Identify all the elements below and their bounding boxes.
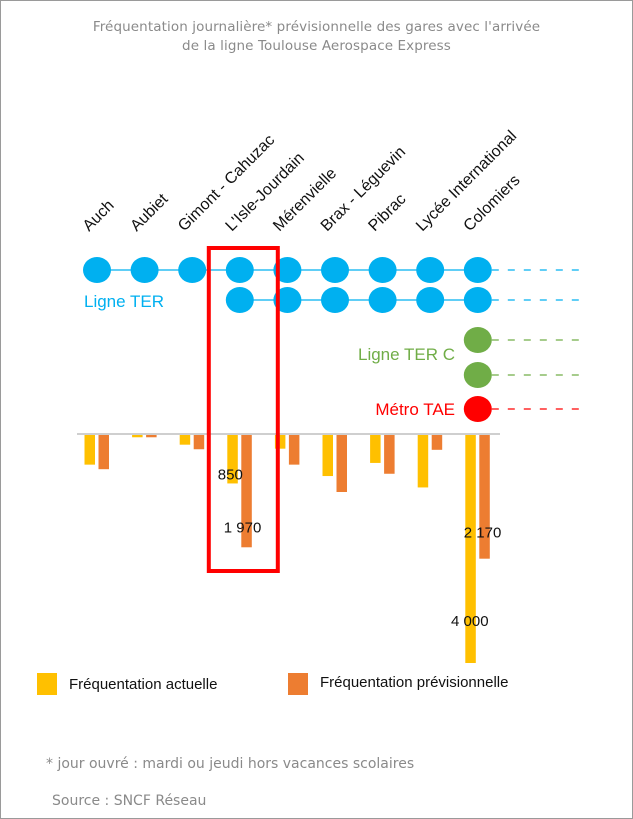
data-label-previsionnelle-l-isle-jourdain: 1 970: [224, 519, 262, 536]
chart-title: Fréquentation journalière* prévisionnell…: [0, 18, 633, 56]
station-label-aubiet: Aubiet: [127, 190, 171, 234]
bar-previsionnelle-merenvielle: [288, 435, 300, 465]
ter-station-dot-pibrac: [368, 257, 397, 283]
bar-actuelle-aubiet: [132, 435, 143, 438]
ter-c-station-dot-2: [463, 362, 492, 388]
bar-actuelle-pibrac: [370, 435, 381, 463]
ter-station-dot-merenvielle: [273, 257, 302, 283]
footnote: * jour ouvré : mardi ou jeudi hors vacan…: [46, 756, 415, 772]
bar-previsionnelle-l-isle-jourdain: [241, 435, 252, 548]
ter-station-dot-aubiet: [130, 257, 159, 283]
data-label-actuelle-colomiers: 4 000: [451, 613, 489, 630]
ter-station-dot-gimont-cahuzac: [178, 257, 207, 283]
station-label-pibrac: Pibrac: [365, 191, 409, 235]
legend-swatch-previsionnelle: [288, 673, 308, 695]
bar-previsionnelle-aubiet: [146, 435, 157, 438]
highlight-box: [206, 246, 280, 573]
chart-title-line2: de la ligne Toulouse Aerospace Express: [182, 38, 451, 54]
data-label-actuelle-l-isle-jourdain: 850: [218, 466, 243, 483]
ter-station-dot-row2-pibrac: [368, 287, 397, 313]
bar-previsionnelle-pibrac: [384, 435, 395, 474]
legend-label-previsionnelle: Fréquentation prévisionnelle: [320, 674, 509, 691]
legend-swatch-actuelle: [37, 673, 57, 695]
ter-station-dot-row2-l-isle-jourdain: [225, 287, 254, 313]
data-label-previsionnelle-colomiers: 2 170: [464, 525, 502, 542]
bar-previsionnelle-colomiers: [479, 435, 490, 559]
ter-station-dot-row2-brax-leguevin: [321, 287, 349, 313]
ter-c-station-dot-1: [463, 327, 492, 353]
metro-station-dot: [463, 396, 492, 422]
bar-actuelle-gimont-cahuzac: [179, 435, 191, 445]
bar-actuelle-lycee-international: [417, 435, 429, 488]
ter-station-dot-brax-leguevin: [321, 257, 349, 283]
bar-previsionnelle-lycee-international: [431, 435, 443, 450]
ter-station-dot-lycee-international: [416, 257, 445, 283]
legend-label-actuelle: Fréquentation actuelle: [69, 676, 218, 693]
source-note: Source : SNCF Réseau: [52, 793, 207, 809]
ter-station-dot-row2-lycee-international: [416, 287, 445, 313]
ter-station-dot-row2-colomiers: [463, 287, 492, 313]
station-label-auch: Auch: [80, 197, 118, 235]
bar-actuelle-merenvielle: [274, 435, 286, 449]
metro-line-label: Métro TAE: [375, 400, 455, 419]
station-label-brax-leguevin: Brax - Léguevin: [318, 144, 409, 235]
bar-previsionnelle-auch: [98, 435, 109, 470]
bar-previsionnelle-brax-leguevin: [336, 435, 347, 492]
bar-previsionnelle-gimont-cahuzac: [193, 435, 205, 450]
ter-station-dot-auch: [83, 257, 111, 283]
bar-actuelle-colomiers: [465, 435, 476, 663]
bar-actuelle-l-isle-jourdain: [227, 435, 238, 484]
ter-station-dot-row2-merenvielle: [273, 287, 302, 313]
ter-station-dot-l-isle-jourdain: [225, 257, 254, 283]
bar-actuelle-auch: [84, 435, 95, 465]
bar-actuelle-brax-leguevin: [322, 435, 333, 477]
chart-title-line1: Fréquentation journalière* prévisionnell…: [92, 19, 541, 35]
ter-station-dot-colomiers: [463, 257, 492, 283]
ter-c-line-label: Ligne TER C: [358, 345, 455, 364]
ter-line-label: Ligne TER: [84, 292, 164, 311]
